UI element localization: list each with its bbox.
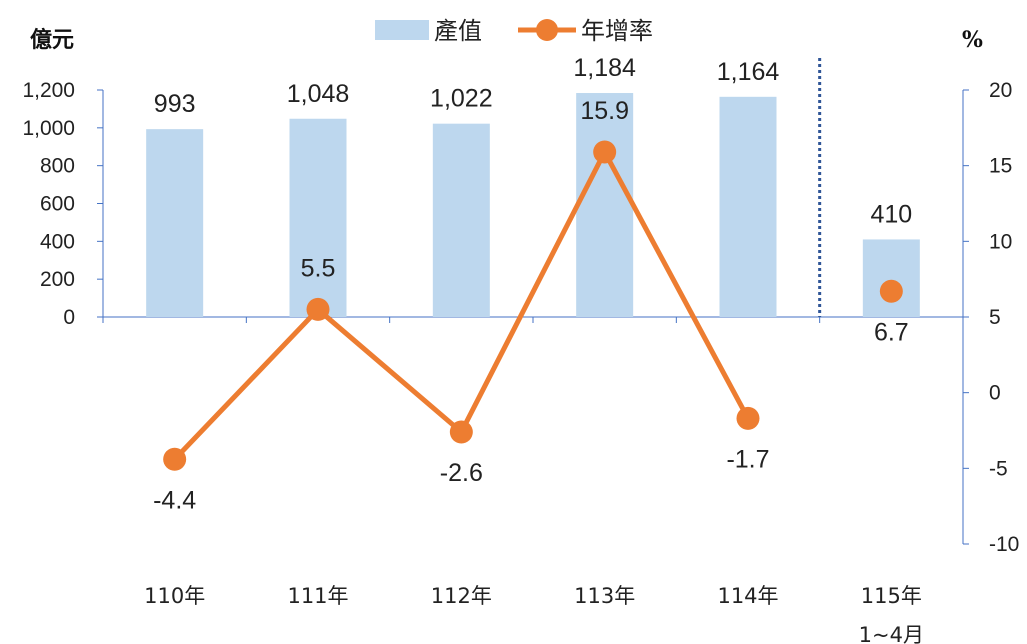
axes: 0 200 400 600 800 1,000 1,200 -10 -5 0 5 10 15 20 110年… bbox=[22, 58, 1019, 644]
line-marker bbox=[163, 447, 187, 471]
bar-series bbox=[146, 93, 920, 318]
line-segment bbox=[315, 306, 464, 435]
right-axis-unit: % bbox=[962, 27, 983, 53]
category-label: 113年 bbox=[574, 584, 635, 608]
bar-value-label: 1,184 bbox=[573, 54, 636, 82]
bar bbox=[432, 123, 490, 318]
legend-line-marker bbox=[536, 19, 558, 41]
legend-bar-label: 產值 bbox=[434, 17, 482, 45]
bar-value-label: 1,022 bbox=[430, 85, 493, 113]
rate-value-label: 15.9 bbox=[580, 97, 629, 125]
line-marker bbox=[593, 140, 617, 164]
bar bbox=[289, 118, 347, 318]
bar-value-label: 1,048 bbox=[287, 80, 350, 108]
rate-value-label: -1.7 bbox=[726, 445, 769, 473]
category-label: 115年 bbox=[861, 584, 922, 608]
legend-bar-swatch bbox=[375, 20, 429, 40]
line-segment bbox=[458, 149, 608, 435]
legend: 產值 年增率 bbox=[375, 17, 653, 45]
bar bbox=[719, 96, 777, 317]
line-segment bbox=[602, 149, 751, 421]
right-tick-label: 15 bbox=[989, 155, 1012, 178]
rate-value-label: 6.7 bbox=[874, 318, 909, 346]
left-tick-label: 400 bbox=[40, 230, 75, 253]
left-tick-label: 800 bbox=[40, 155, 75, 178]
left-tick-label: 600 bbox=[40, 193, 75, 216]
left-tick-label: 0 bbox=[63, 306, 75, 329]
bar-value-label: 993 bbox=[154, 90, 196, 118]
line-marker bbox=[879, 279, 903, 303]
left-tick-label: 200 bbox=[40, 268, 75, 291]
left-tick-label: 1,000 bbox=[22, 117, 75, 140]
category-label: 110年 bbox=[144, 584, 205, 608]
bar bbox=[576, 93, 634, 317]
category-label-line2: 1~4月 bbox=[859, 623, 924, 644]
left-axis-unit: 億元 bbox=[30, 27, 74, 53]
bar-value-label: 1,164 bbox=[717, 58, 780, 86]
bar bbox=[862, 239, 920, 317]
right-tick-label: -5 bbox=[989, 457, 1008, 480]
category-label: 114年 bbox=[717, 584, 778, 608]
line-series bbox=[163, 140, 903, 471]
category-label: 112年 bbox=[431, 584, 492, 608]
right-tick-label: 20 bbox=[989, 79, 1012, 102]
line-marker bbox=[306, 297, 330, 321]
bar-value-label: 410 bbox=[870, 200, 912, 228]
rate-value-label: -4.4 bbox=[153, 486, 196, 514]
right-tick-label: 0 bbox=[989, 382, 1001, 405]
data-labels: 993 1,048 1,022 1,184 1,164 410 -4.4 5.5 -2.6 15.… bbox=[153, 54, 912, 514]
category-label: 111年 bbox=[287, 584, 348, 608]
rate-value-label: 5.5 bbox=[301, 254, 336, 282]
legend-line-label: 年增率 bbox=[581, 17, 653, 45]
bar bbox=[146, 129, 204, 317]
right-tick-label: -10 bbox=[989, 533, 1019, 556]
line-segment bbox=[172, 306, 321, 462]
right-tick-label: 10 bbox=[989, 230, 1012, 253]
right-tick-label: 5 bbox=[989, 306, 1001, 329]
line-marker bbox=[736, 406, 760, 430]
left-tick-label: 1,200 bbox=[22, 79, 75, 102]
rate-value-label: -2.6 bbox=[440, 459, 483, 487]
line-marker bbox=[449, 420, 473, 444]
